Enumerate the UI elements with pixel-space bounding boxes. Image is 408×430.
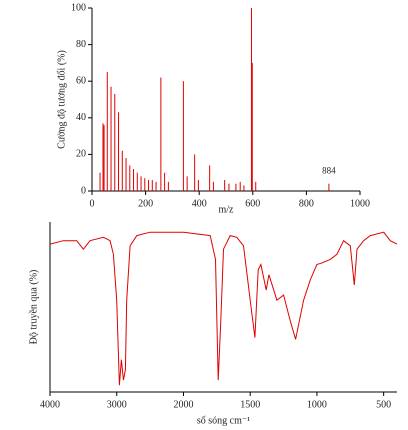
- x-tick-label: 1000: [307, 399, 327, 410]
- x-tick-label: 1000: [350, 198, 370, 209]
- y-tick-label: 0: [81, 185, 86, 196]
- x-tick-label: 0: [90, 198, 95, 209]
- y-tick-label: 60: [76, 75, 86, 86]
- x-tick-label: 200: [138, 198, 153, 209]
- x-tick-label: 4000: [40, 399, 60, 410]
- y-tick-label: 100: [71, 2, 86, 13]
- x-tick-label: 600: [245, 198, 260, 209]
- x-tick-label: 3000: [107, 399, 127, 410]
- annotation: 884: [322, 166, 336, 176]
- x-tick-label: 1500: [240, 399, 260, 410]
- x-tick-label: 2000: [173, 399, 193, 410]
- y-axis-label: Độ truyền qua (%): [28, 270, 39, 345]
- y-tick-label: 40: [76, 112, 86, 123]
- x-axis-label: m/z: [219, 204, 235, 215]
- y-tick-label: 20: [76, 149, 86, 160]
- x-axis-label: số sóng cm⁻¹: [197, 415, 250, 426]
- y-tick-label: 80: [76, 39, 86, 50]
- spectrum-line: [49, 231, 398, 386]
- x-tick-label: 400: [192, 198, 207, 209]
- x-tick-label: 800: [299, 198, 314, 209]
- x-tick-label: 500: [376, 399, 391, 410]
- y-axis-label: Cường độ tương đối (%): [56, 50, 67, 149]
